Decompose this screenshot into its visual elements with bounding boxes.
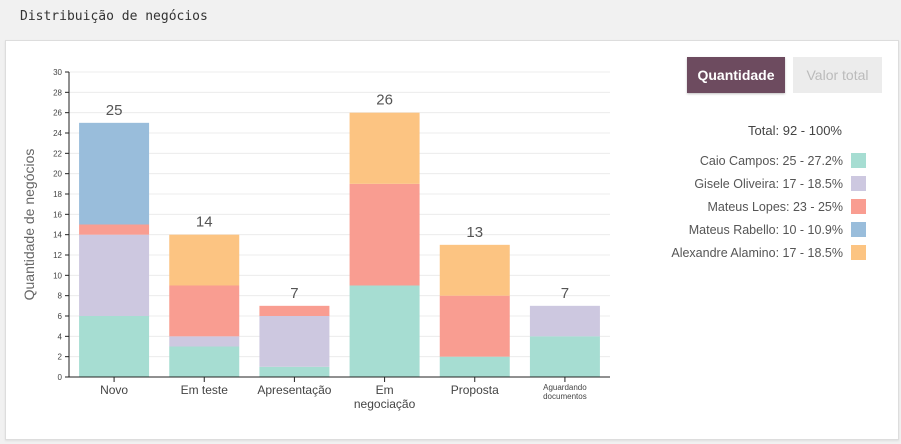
total-value-button[interactable]: Valor total [793,57,882,93]
legend-item[interactable]: Alexandre Alamino: 17 - 18.5% [671,241,866,264]
legend-swatch [851,245,866,260]
legend-item[interactable]: Caio Campos: 25 - 27.2% [671,149,866,172]
bar-segment [529,336,600,377]
legend-total: Total: 92 - 100% [748,123,842,138]
bar-segment [349,112,420,184]
bar-segment [349,183,420,286]
bar-total-label: 26 [376,92,393,109]
bar-segment [259,316,330,367]
bar-segment [349,285,420,377]
legend-label: Alexandre Alamino: 17 - 18.5% [671,245,843,260]
quantity-button[interactable]: Quantidade [687,57,785,93]
legend-label: Mateus Rabello: 10 - 10.9% [688,222,843,237]
bar-total-label: 13 [466,224,483,241]
legend-item[interactable]: Mateus Lopes: 23 - 25% [671,195,866,218]
bar-segment [439,295,510,357]
y-tick-label: 8 [58,292,63,301]
bar-segment [169,234,240,286]
x-tick-label: Proposta [451,383,499,397]
bar-segment [169,346,240,377]
bar-total-label: 14 [196,214,213,231]
x-tick-label: Apresentação [257,383,331,397]
y-tick-label: 12 [53,251,62,260]
y-tick-label: 6 [58,312,63,321]
bar-total-label: 7 [290,285,298,302]
y-tick-label: 2 [58,353,63,362]
y-tick-label: 14 [53,231,62,240]
bar-segment [79,224,150,235]
x-tick-label: Em negociação [354,383,416,411]
y-tick-label: 30 [53,68,62,77]
y-tick-label: 0 [58,373,63,382]
legend-item[interactable]: Mateus Rabello: 10 - 10.9% [671,218,866,241]
x-tick-label: Em teste [181,383,229,397]
y-tick-label: 10 [53,271,62,280]
bar-segment [79,316,150,377]
y-tick-label: 20 [53,170,62,179]
bar-segment [169,336,240,347]
y-tick-label: 28 [53,88,62,97]
bar-segment [259,366,330,377]
legend: Caio Campos: 25 - 27.2% Gisele Oliveira:… [671,149,866,264]
y-tick-label: 16 [53,210,62,219]
legend-label: Gisele Oliveira: 17 - 18.5% [694,176,843,191]
bar-total-label: 7 [561,285,569,302]
legend-label: Caio Campos: 25 - 27.2% [699,153,843,168]
legend-swatch [851,176,866,191]
bar-total-label: 25 [106,102,123,119]
x-tick-label: Aguardando documentos [543,383,587,401]
chart-card: 0 2 4 6 8 10 12 14 16 18 20 22 24 26 28 30 25 Novo 14 Em te… [5,40,899,440]
legend-label: Mateus Lopes: 23 - 25% [707,199,844,214]
y-axis-label: Quantidade de negócios [21,149,37,301]
bar-segment [529,305,600,337]
y-tick-label: 26 [53,109,62,118]
legend-item[interactable]: Gisele Oliveira: 17 - 18.5% [671,172,866,195]
bar-segment [79,234,150,316]
bar-segment [79,122,150,225]
y-tick-label: 22 [53,149,62,158]
page-title: Distribuição de negócios [20,9,208,24]
bar-segment [439,356,510,377]
y-tick-label: 24 [53,129,62,138]
bar-segment [169,285,240,337]
bar-segment [439,244,510,296]
legend-swatch [851,222,866,237]
y-tick-label: 18 [53,190,62,199]
y-tick-label: 4 [58,332,63,341]
bar-segment [259,305,330,316]
legend-swatch [851,153,866,168]
x-tick-label: Novo [100,383,128,397]
legend-swatch [851,199,866,214]
